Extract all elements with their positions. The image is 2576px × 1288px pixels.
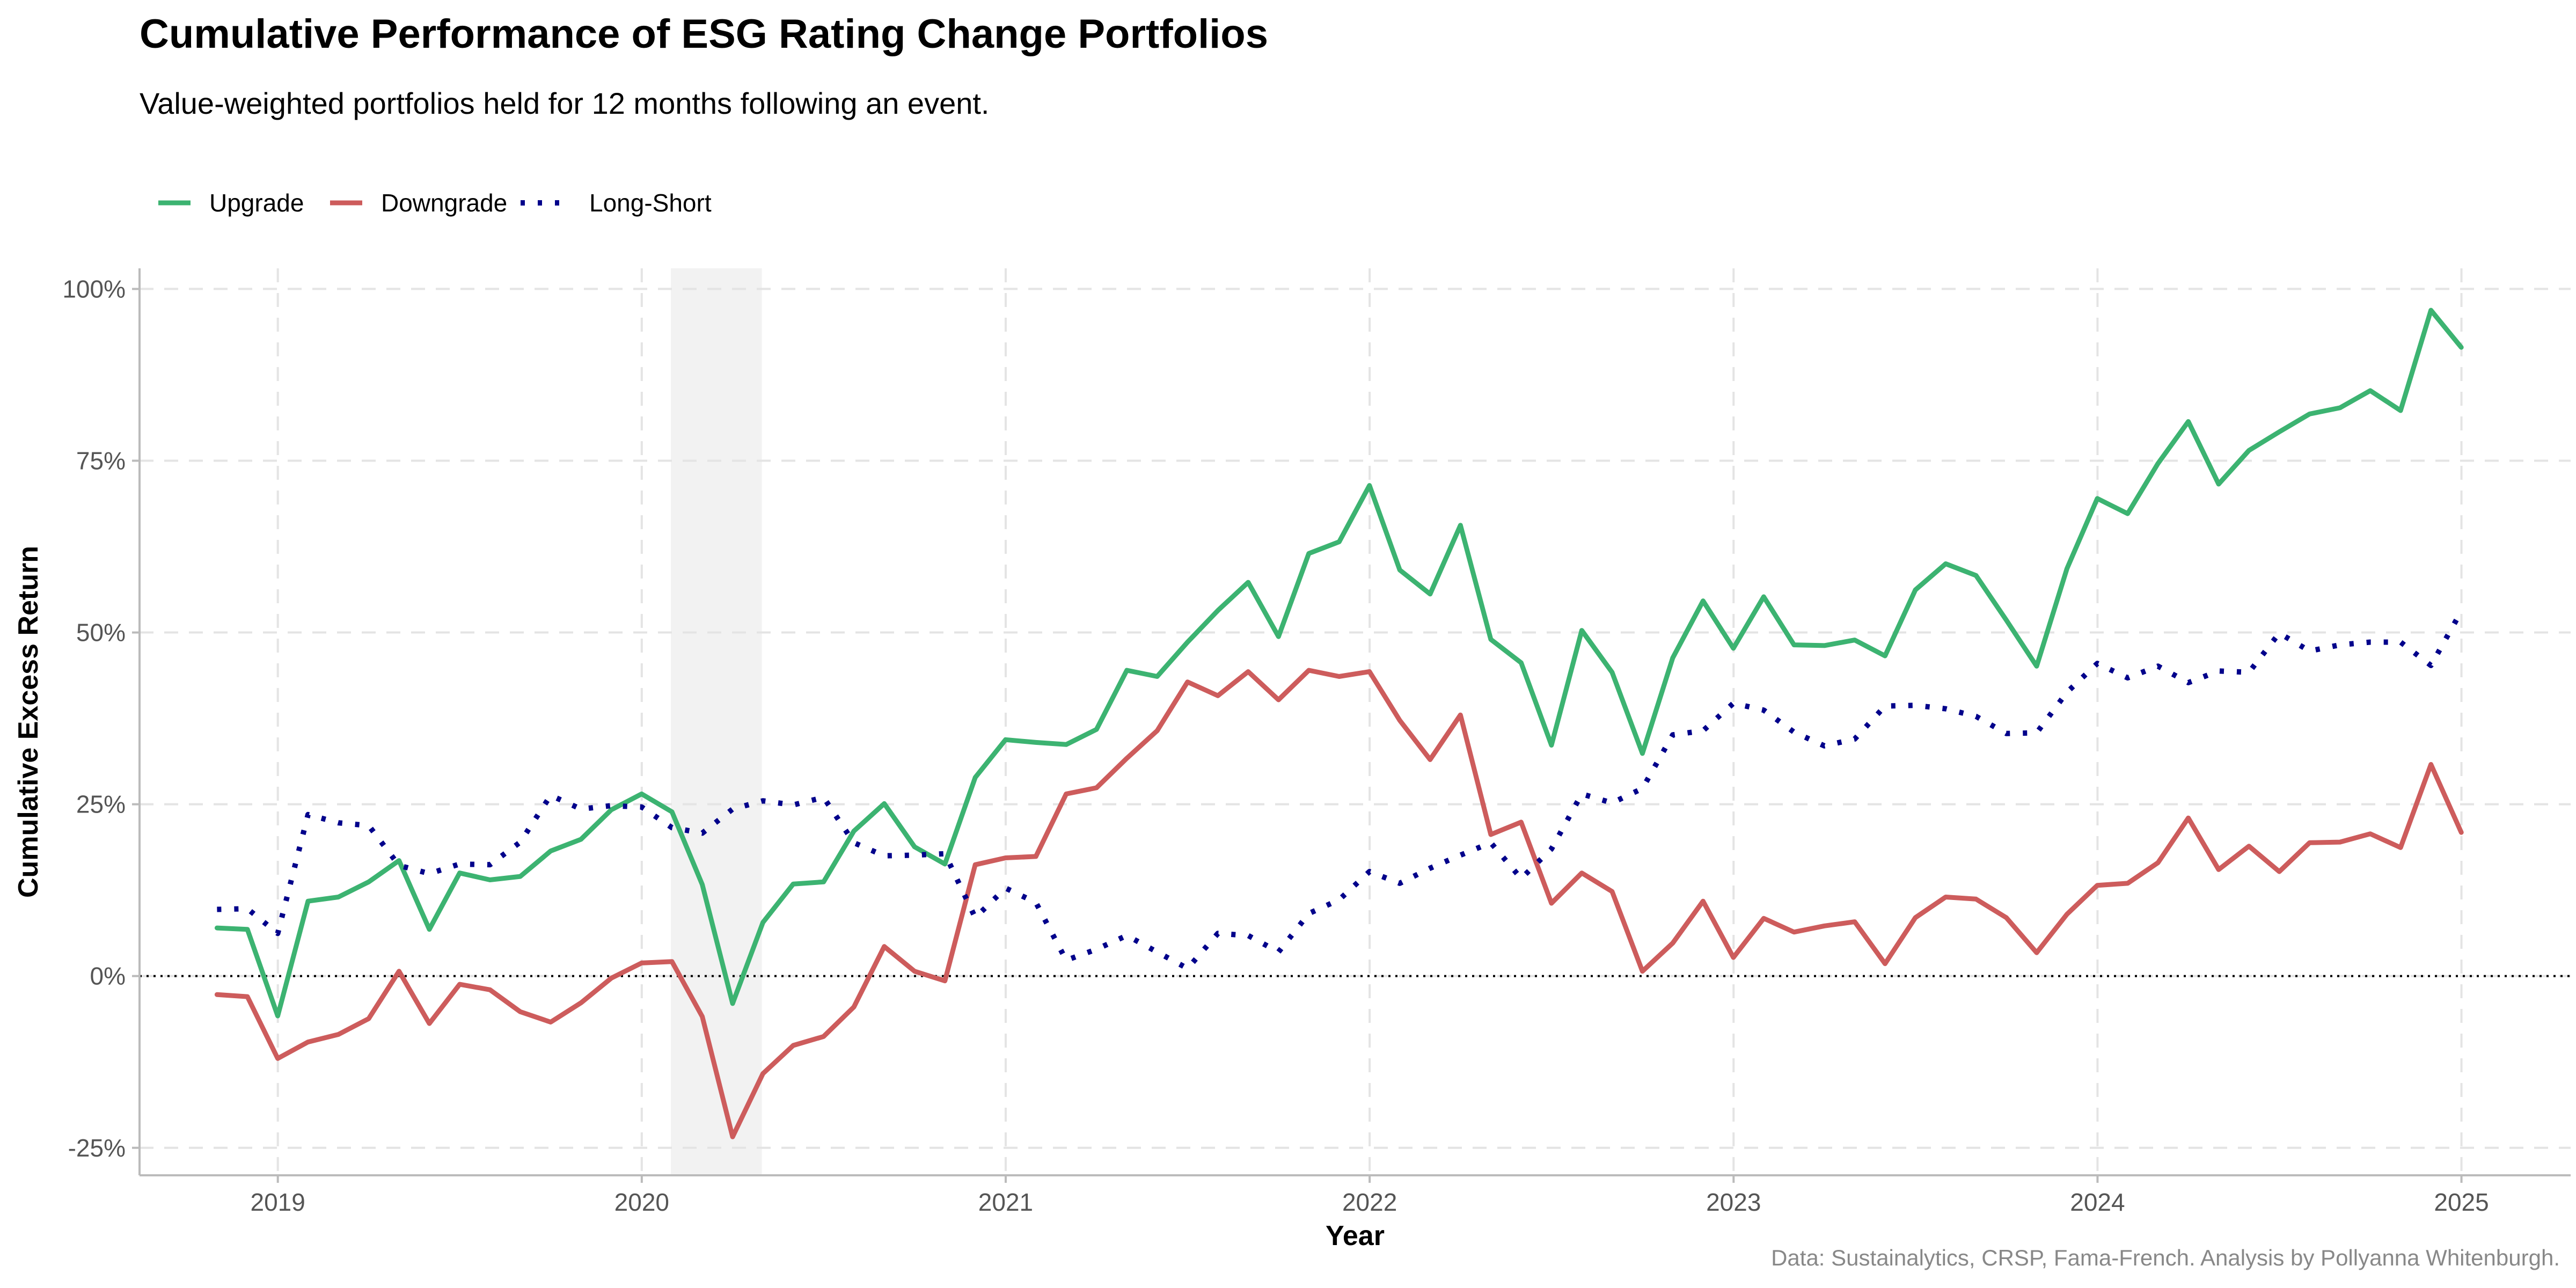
series-line-downgrade [214,668,2464,1139]
y-tick-label: -25% [68,1134,126,1162]
x-tick-label: 2020 [614,1188,669,1216]
series-line-long-short [217,610,2464,971]
x-tick-label: 2023 [1706,1188,1761,1216]
series-layer [214,308,2464,1139]
y-tick-label: 0% [90,962,126,990]
gridlines [140,268,2571,1175]
shaded-period [671,268,762,1175]
tick-labels: 2019 2020 2021 2022 2023 2024 2025 -25% 0% 25% 50%… [62,275,2489,1216]
x-tick-label: 2024 [2070,1188,2125,1216]
y-axis-title: Cumulative Excess Return [13,546,44,898]
legend-label-downgrade: Downgrade [381,189,507,217]
x-tick-label: 2021 [978,1188,1033,1216]
x-tick-label: 2019 [251,1188,305,1216]
chart-subtitle: Value-weighted portfolios held for 12 mo… [140,86,990,120]
y-tick-label: 50% [76,619,126,647]
data-source-caption: Data: Sustainalytics, CRSP, Fama-French.… [1771,1245,2560,1270]
y-tick-label: 100% [62,275,126,303]
legend-label-long-short: Long-Short [589,189,712,217]
x-axis-title: Year [1326,1220,1385,1252]
chart-title: Cumulative Performance of ESG Rating Cha… [140,11,1268,57]
y-tick-label: 75% [76,447,126,474]
x-tick-label: 2025 [2434,1188,2489,1216]
legend: Upgrade Downgrade Long-Short [158,189,712,217]
x-tick-label: 2022 [1342,1188,1397,1216]
legend-label-upgrade: Upgrade [209,189,304,217]
y-tick-label: 25% [76,791,126,818]
series-line-upgrade [214,308,2464,1019]
